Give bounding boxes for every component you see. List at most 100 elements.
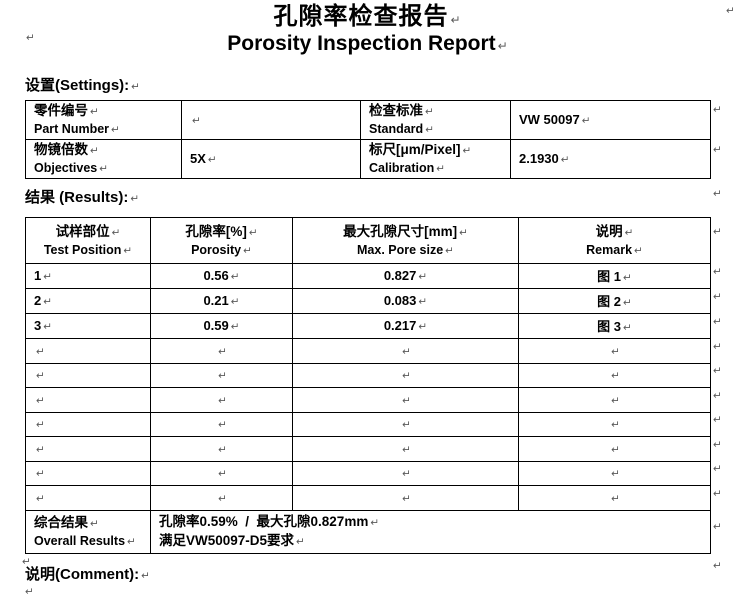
empty-cell: ↵ [518, 411, 711, 437]
porosity-cell: 0.56 ↵ [150, 263, 293, 289]
pilcrow-mark: ↵ [611, 394, 620, 407]
pilcrow-mark: ↵ [218, 492, 227, 505]
pilcrow-mark: ↵ [141, 570, 150, 582]
porosity-value: 0.56 [203, 268, 229, 283]
pilcrow-mark: ↵ [402, 394, 411, 407]
test-position-value: 3 [34, 318, 42, 333]
pilcrow-mark: ↵ [402, 492, 411, 505]
empty-cell: ↵ [150, 485, 293, 511]
settings-table: 零件编号 ↵ Part Number ↵ ↵ 检查标准 ↵ Standard ↵ VW … [25, 100, 711, 179]
pilcrow-mark: ↵ [418, 271, 428, 283]
max-pore-value: 0.083 [383, 293, 417, 308]
pilcrow-mark: ↵ [425, 106, 434, 118]
remark-value: 图 3 [597, 319, 622, 334]
col-header-cjk: 最大孔隙尺寸[mm] [343, 223, 458, 239]
result-row: 2 ↵ 0.21 ↵ 0.083 ↵ 图 2 ↵ [25, 288, 711, 314]
pilcrow-mark: ↵ [462, 145, 472, 157]
pilcrow-mark: ↵ [36, 370, 45, 383]
empty-cell: ↵ [292, 338, 519, 364]
pilcrow-mark: ↵ [713, 188, 722, 200]
pilcrow-mark: ↵ [22, 556, 31, 568]
empty-cell: ↵ [25, 436, 151, 462]
empty-cell: ↵ [25, 387, 151, 413]
pilcrow-mark: ↵ [402, 370, 411, 383]
pilcrow-mark: ↵ [218, 394, 227, 407]
pilcrow-mark: ↵ [713, 266, 722, 278]
remark-cell: 图 3 ↵ [518, 313, 711, 339]
test-position-cell: 3 ↵ [25, 313, 151, 339]
results-table: 试样部位 ↵ Test Position ↵ 孔隙率[%] ↵ Porosity ↵ 最… [25, 217, 711, 554]
pilcrow-mark: ↵ [713, 291, 722, 303]
part-number-label-en: Part Number [34, 122, 110, 136]
results-empty-row: ↵ ↵ ↵ ↵ [25, 387, 711, 413]
pilcrow-mark: ↵ [623, 272, 632, 284]
results-empty-row: ↵ ↵ ↵ ↵ [25, 411, 711, 437]
results-empty-row: ↵ ↵ ↵ ↵ [25, 436, 711, 462]
report-title-cjk-text: 孔隙率检查报告 [273, 3, 449, 30]
pilcrow-mark: ↵ [713, 144, 722, 156]
empty-cell: ↵ [292, 387, 519, 413]
pilcrow-mark: ↵ [634, 244, 643, 257]
col-header-max-pore-size: 最大孔隙尺寸[mm] ↵ Max. Pore size ↵ [292, 217, 519, 264]
overall-results-label-cell: 综合结果 ↵ Overall Results ↵ [25, 509, 151, 554]
calibration-label-en: Calibration [369, 161, 435, 175]
empty-cell: ↵ [25, 411, 151, 437]
objectives-value-cell: 5X ↵ [181, 139, 361, 179]
pilcrow-mark: ↵ [713, 439, 722, 451]
col-header-en: Remark [586, 242, 633, 257]
pilcrow-mark: ↵ [624, 226, 634, 239]
pilcrow-mark: ↵ [402, 345, 411, 358]
pilcrow-mark: ↵ [131, 81, 140, 93]
pilcrow-mark: ↵ [713, 560, 722, 572]
pilcrow-mark: ↵ [436, 163, 446, 175]
pilcrow-mark: ↵ [611, 443, 620, 456]
pilcrow-mark: ↵ [611, 345, 620, 358]
report-title-en: Porosity Inspection Report ↵ [25, 31, 710, 59]
empty-cell: ↵ [150, 362, 293, 388]
remark-cell: 图 2 ↵ [518, 288, 711, 314]
part-number-value-cell: ↵ [181, 100, 361, 140]
pilcrow-mark: ↵ [130, 193, 140, 205]
empty-cell: ↵ [518, 362, 711, 388]
settings-heading-text: 设置(Settings): [25, 77, 130, 94]
pilcrow-mark: ↵ [90, 106, 99, 118]
col-header-test-position: 试样部位 ↵ Test Position ↵ [25, 217, 151, 264]
pilcrow-mark: ↵ [445, 244, 454, 257]
pilcrow-mark: ↵ [36, 345, 45, 358]
objectives-label-cjk: 物镜倍数 [34, 142, 88, 157]
calibration-value-cell: 2.1930 ↵ [510, 139, 711, 179]
porosity-cell: 0.59 ↵ [150, 313, 293, 339]
pilcrow-mark: ↵ [402, 443, 411, 456]
pilcrow-mark: ↵ [36, 443, 45, 456]
pilcrow-mark: ↵ [90, 517, 99, 530]
empty-cell: ↵ [25, 460, 151, 486]
pilcrow-mark: ↵ [218, 370, 227, 383]
pilcrow-mark: ↵ [111, 124, 120, 136]
pilcrow-mark: ↵ [36, 419, 45, 432]
pilcrow-mark: ↵ [90, 145, 99, 157]
col-header-cjk: 说明 [595, 223, 623, 239]
pilcrow-mark: ↵ [43, 321, 53, 333]
results-empty-row: ↵ ↵ ↵ ↵ [25, 338, 711, 364]
pilcrow-mark: ↵ [418, 296, 428, 308]
pilcrow-mark: ↵ [713, 521, 722, 533]
pilcrow-mark: ↵ [111, 226, 121, 239]
pilcrow-mark: ↵ [99, 163, 109, 175]
empty-cell: ↵ [25, 338, 151, 364]
results-heading-text: 结果 (Results): [25, 189, 129, 206]
pilcrow-mark: ↵ [713, 365, 722, 377]
pilcrow-mark: ↵ [713, 390, 722, 402]
result-row: 3 ↵ 0.59 ↵ 0.217 ↵ 图 3 ↵ [25, 313, 711, 339]
pilcrow-mark: ↵ [123, 244, 133, 257]
pilcrow-mark: ↵ [243, 244, 252, 257]
empty-cell: ↵ [150, 460, 293, 486]
objectives-value: 5X [190, 151, 206, 166]
remark-cell: 图 1 ↵ [518, 263, 711, 289]
overall-label-cjk: 综合结果 [34, 514, 88, 530]
empty-cell: ↵ [150, 411, 293, 437]
empty-cell: ↵ [292, 411, 519, 437]
results-empty-rows: ↵ ↵ ↵ ↵ ↵ ↵ ↵ ↵ ↵ ↵ ↵ ↵ ↵ ↵ ↵ ↵ ↵ ↵ ↵ ↵ ↵ ↵ ↵ ↵ ↵ ↵ ↵ ↵ [25, 338, 711, 511]
pilcrow-mark: ↵ [192, 115, 201, 127]
results-header-row: 试样部位 ↵ Test Position ↵ 孔隙率[%] ↵ Porosity ↵ 最… [25, 217, 711, 264]
